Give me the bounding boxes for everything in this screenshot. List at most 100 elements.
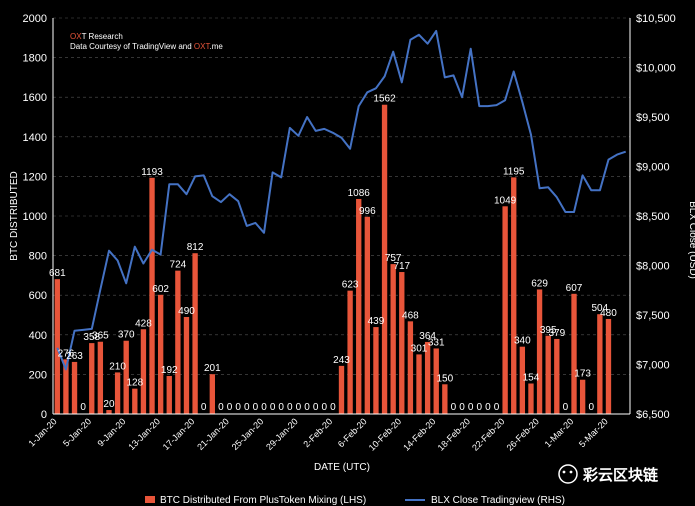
- y-tick-label-left: 1000: [23, 211, 47, 223]
- bar-data-label: 0: [235, 402, 241, 413]
- bar: [536, 289, 543, 414]
- bar-data-label: 0: [270, 402, 276, 413]
- bar-data-label: 192: [161, 365, 178, 376]
- bar: [63, 359, 69, 414]
- bar-data-label: 243: [333, 355, 350, 366]
- bar: [166, 375, 172, 414]
- credit-brand: OXT Research: [70, 32, 123, 41]
- bar-data-label: 263: [66, 351, 83, 362]
- bar: [424, 341, 431, 414]
- bar: [89, 343, 95, 414]
- bar-data-label: 0: [227, 402, 233, 413]
- bar: [140, 329, 147, 414]
- bar: [364, 216, 371, 414]
- y-axis-title-left: BTC DISTRIBUTED: [9, 171, 20, 260]
- bar-data-label: 0: [261, 402, 267, 413]
- y-tick-label-right: $7,500: [636, 310, 670, 322]
- bar-data-label: 480: [600, 308, 617, 319]
- bar-data-label: 0: [468, 402, 474, 413]
- wechat-icon-eye-left: [562, 470, 566, 474]
- bar: [519, 346, 526, 414]
- bar-data-label: 0: [313, 402, 319, 413]
- bar: [502, 206, 508, 414]
- bar-data-label: 370: [118, 330, 135, 341]
- bar-data-label: 20: [103, 399, 115, 410]
- bar-data-label: 504: [592, 303, 609, 314]
- bar-data-label: 724: [170, 260, 187, 271]
- bar: [416, 354, 422, 414]
- bar: [554, 338, 560, 414]
- bar: [511, 177, 517, 414]
- bar-data-label: 301: [411, 343, 428, 354]
- bar-data-label: 0: [451, 402, 457, 413]
- bar-data-label: 996: [359, 206, 376, 217]
- bar-data-label: 0: [296, 402, 302, 413]
- y-tick-label-left: 800: [29, 251, 47, 263]
- bar-data-label: 0: [201, 402, 207, 413]
- bar-data-label: 0: [304, 402, 310, 413]
- y-tick-label-right: $8,000: [636, 261, 670, 273]
- bar: [157, 294, 164, 414]
- bar-data-label: 681: [49, 268, 66, 279]
- bar: [381, 104, 388, 414]
- wechat-icon: [558, 464, 578, 484]
- y-tick-label-left: 600: [29, 290, 47, 302]
- bar: [338, 365, 345, 414]
- y-axis-title-right: BLX Close (USD): [687, 201, 695, 279]
- bar-data-label: 602: [152, 284, 169, 295]
- bar: [347, 290, 353, 414]
- bar-data-label: 340: [514, 336, 531, 347]
- bar-data-label: 757: [385, 253, 402, 264]
- bar-data-label: 0: [477, 402, 483, 413]
- bar-data-label: 331: [428, 337, 445, 348]
- bar-data-label: 0: [287, 402, 293, 413]
- bar: [579, 379, 586, 414]
- bar: [183, 316, 190, 414]
- bar: [192, 253, 198, 414]
- y-tick-label-left: 1200: [23, 171, 47, 183]
- bar: [149, 177, 155, 414]
- x-axis-title: DATE (UTC): [314, 462, 370, 473]
- bar-data-label: 365: [92, 331, 109, 342]
- bar-data-label: 0: [494, 402, 500, 413]
- y-tick-label-left: 0: [41, 409, 47, 421]
- bar-data-label: 154: [523, 373, 540, 384]
- bar: [175, 270, 181, 414]
- legend-swatch-bars: [145, 496, 155, 503]
- y-tick-label-left: 200: [29, 369, 47, 381]
- bar: [106, 410, 112, 414]
- bar: [373, 327, 379, 414]
- bar-data-label: 623: [342, 280, 359, 291]
- bar-data-label: 1562: [373, 94, 396, 105]
- y-tick-label-right: $10,500: [636, 13, 676, 25]
- bar-data-label: 607: [566, 283, 583, 294]
- bar-data-label: 0: [563, 402, 569, 413]
- bar: [442, 384, 448, 414]
- bar-data-label: 210: [109, 361, 126, 372]
- bar-data-label: 0: [321, 402, 327, 413]
- bar-data-label: 1049: [494, 195, 517, 206]
- bar-data-label: 364: [419, 331, 436, 342]
- bar-data-label: 439: [368, 316, 385, 327]
- bar-data-label: 0: [330, 402, 336, 413]
- y-tick-label-left: 1800: [23, 53, 47, 65]
- bar-data-label: 0: [80, 402, 86, 413]
- y-tick-label-right: $6,500: [636, 409, 670, 421]
- y-tick-label-left: 2000: [23, 13, 47, 25]
- bar-data-label: 0: [459, 402, 465, 413]
- bar: [433, 348, 439, 414]
- bar: [97, 341, 104, 414]
- y-tick-label-left: 1600: [23, 92, 47, 104]
- y-tick-label-left: 1400: [23, 132, 47, 144]
- bar-data-label: 0: [218, 402, 224, 413]
- bar: [528, 383, 534, 414]
- bar: [545, 335, 551, 414]
- y-tick-label-left: 400: [29, 330, 47, 342]
- y-tick-label-right: $7,000: [636, 360, 670, 372]
- bar-data-label: 173: [574, 369, 591, 380]
- bar-series: [54, 104, 612, 414]
- line-series: [56, 29, 627, 371]
- credit-data-source: Data Courtesy of TradingView and OXT.me: [70, 42, 223, 51]
- bar-data-label: 0: [485, 402, 491, 413]
- bar-data-label: 812: [187, 242, 204, 253]
